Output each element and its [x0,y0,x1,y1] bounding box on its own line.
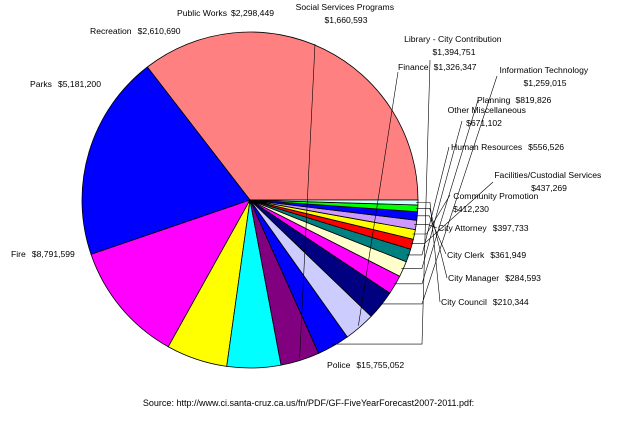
label-leader-lines [299,43,498,359]
leader-line-other-miscellaneous [401,120,463,269]
leader-line-information-technology [379,75,498,305]
slice-parks [90,199,251,348]
label-social-services-programs: Social Services Programs $1,660,593 [296,2,397,25]
slice-labels: Police $15,755,052 Fire $8,791,599 Parks $5… [11,2,603,370]
label-planning: Planning $819,826 [477,95,552,105]
label-city-attorney: City Attorney $397,733 [438,223,529,233]
leader-line-facilities-custodial-services [410,181,494,244]
label-community-promotion: Community Promotion $412,230 [453,191,541,214]
source-note: Source: http://www.ci.santa-cruz.ca.us/f… [142,398,475,408]
leader-line-city-council [416,202,441,303]
label-public-works: Public Works $2,298,449 [177,8,274,18]
label-human-resources: Human Resources $556,526 [451,142,564,152]
leader-line-community-promotion [412,194,451,235]
label-city-manager: City Manager $284,593 [448,273,541,283]
label-facilities-custodial-services: Facilities/Custodial Services $437,269 [494,170,603,193]
label-police: Police $15,755,052 [327,360,404,370]
label-city-council: City Council $210,344 [441,297,529,307]
slice-police [146,31,419,201]
label-other-miscellaneous: Other Miscellaneous $671,102 [448,105,529,128]
leader-line-human-resources [406,146,450,256]
leader-line-finance [358,71,399,326]
label-city-clerk: City Clerk $361,949 [447,250,526,260]
label-finance: Finance $1,326,347 [398,62,477,72]
label-information-technology: Information Technology $1,259,015 [499,65,590,88]
slice-fire [81,66,251,255]
label-recreation: Recreation $2,610,690 [90,26,181,36]
leader-line-library-city-contribution [332,59,431,345]
label-parks: Parks $5,181,200 [30,79,101,89]
pie-slices [81,31,419,369]
label-library-city-contribution: Library - City Contribution $1,394,751 [404,34,504,57]
leader-line-planning [393,99,479,285]
leader-line-city-manager [415,208,448,279]
label-fire: Fire $8,791,599 [11,249,75,259]
leader-line-social-services-programs [299,43,316,359]
leader-line-city-clerk [415,215,447,255]
